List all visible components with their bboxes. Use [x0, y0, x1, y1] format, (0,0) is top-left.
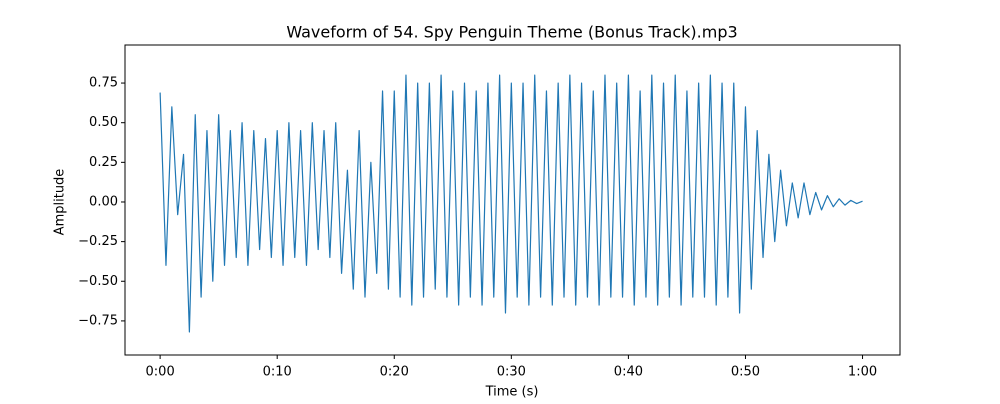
plot-frame	[124, 44, 901, 356]
waveform-line	[159, 74, 863, 333]
x-tick-label: 1:00	[848, 365, 877, 380]
y-tick-label: 0.25	[89, 155, 118, 170]
x-tick-label: 0:10	[263, 365, 292, 380]
y-tick-label: −0.75	[78, 313, 118, 328]
y-tick-label: −0.50	[78, 274, 118, 289]
y-tick-label: 0.50	[89, 115, 118, 130]
x-tick-label: 0:30	[497, 365, 526, 380]
y-tick-label: 0.00	[89, 194, 118, 209]
y-tick-label: 0.75	[89, 76, 118, 91]
x-tick-label: 0:40	[614, 365, 643, 380]
y-tick-label: −0.25	[78, 234, 118, 249]
x-tick-label: 0:00	[146, 365, 175, 380]
y-axis-label: Amplitude	[53, 169, 68, 236]
chart-title: Waveform of 54. Spy Penguin Theme (Bonus…	[286, 23, 737, 42]
x-tick-label: 0:20	[380, 365, 409, 380]
x-tick-label: 0:50	[731, 365, 760, 380]
x-axis-label: Time (s)	[485, 385, 539, 400]
